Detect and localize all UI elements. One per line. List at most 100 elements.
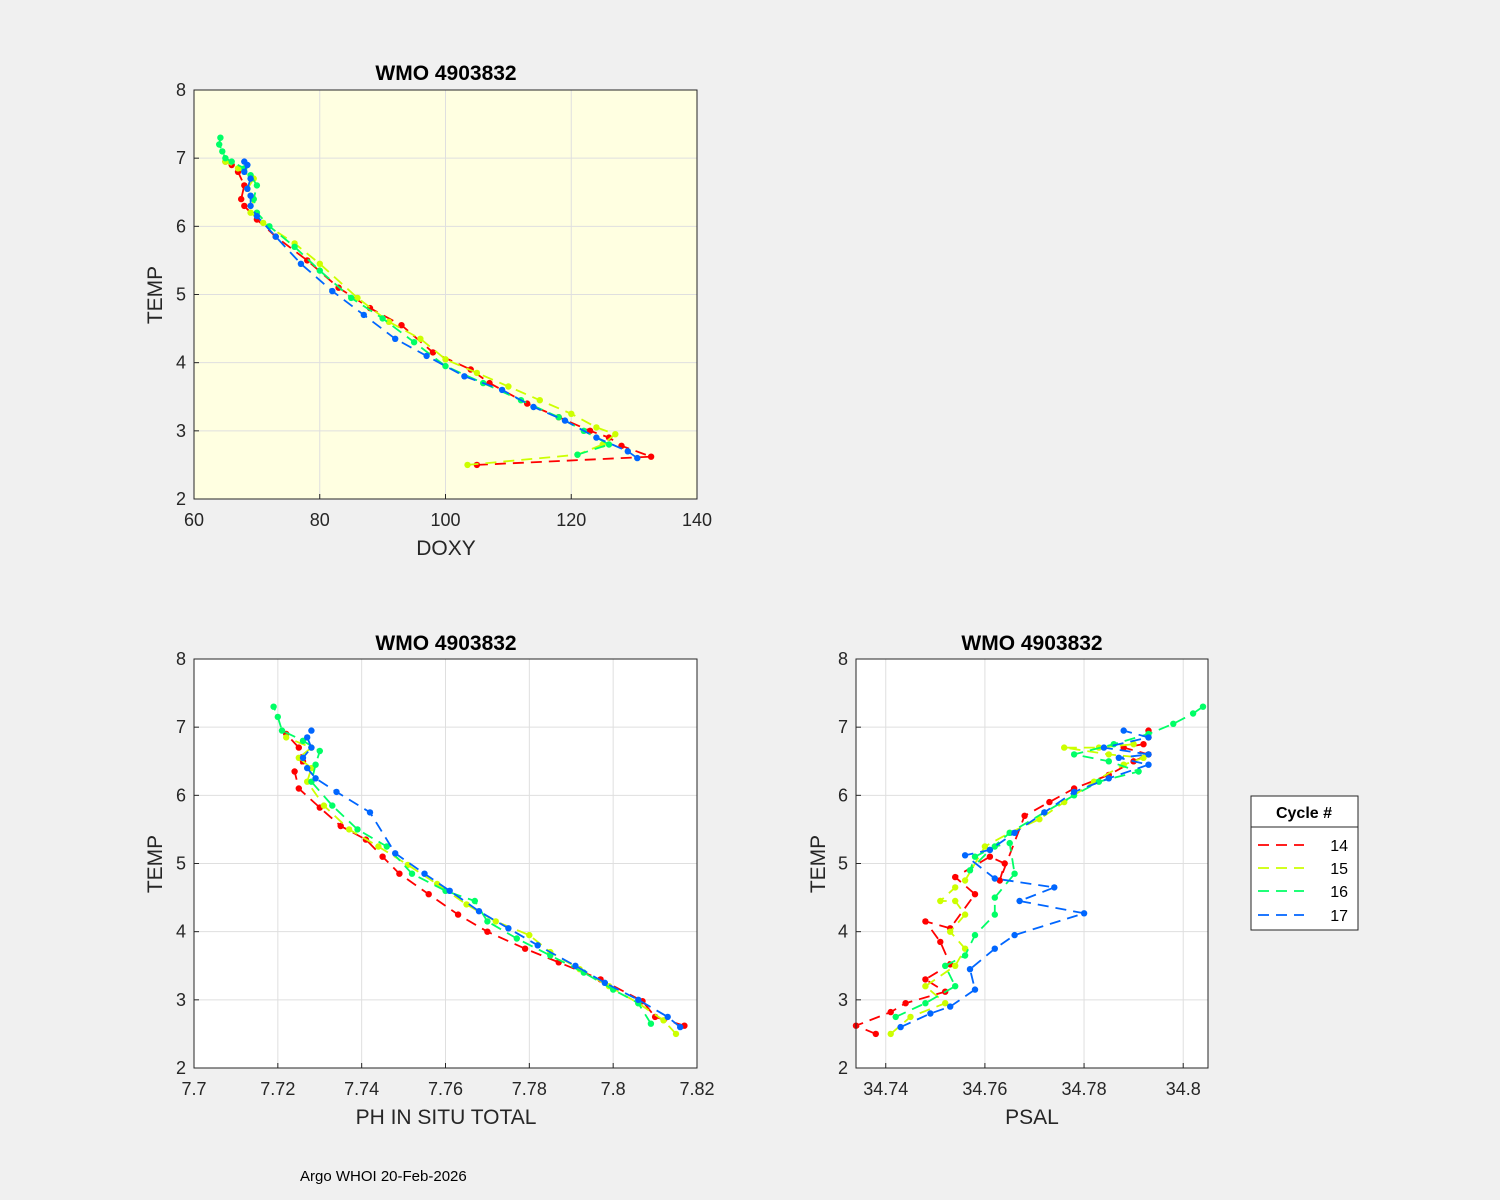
data-point <box>991 945 998 952</box>
data-point <box>247 209 254 216</box>
data-point <box>947 1003 954 1010</box>
x-tick-label: 7.78 <box>512 1079 547 1099</box>
data-point <box>677 1023 684 1031</box>
data-point <box>942 1000 949 1007</box>
data-point <box>1199 703 1207 710</box>
data-point <box>454 911 462 918</box>
data-point <box>291 768 298 775</box>
series-cycle-14 <box>222 158 655 469</box>
legend-entry-14: 14 <box>1258 838 1348 855</box>
y-tick-label: 6 <box>176 785 186 805</box>
data-point <box>961 911 969 918</box>
data-point <box>902 1000 909 1007</box>
data-point <box>471 897 478 905</box>
legend-entry-17: 17 <box>1258 908 1348 925</box>
data-point <box>922 918 929 925</box>
legend-label: 17 <box>1330 908 1348 925</box>
data-point <box>461 373 468 380</box>
series-line <box>224 160 652 466</box>
data-point <box>238 195 245 203</box>
series-cycle-17 <box>241 158 641 462</box>
data-point <box>505 925 512 932</box>
data-point <box>410 339 418 346</box>
y-tick-label: 4 <box>176 353 186 373</box>
data-point <box>996 877 1003 884</box>
data-point <box>442 362 449 370</box>
data-point <box>897 1023 904 1031</box>
data-point <box>308 727 315 734</box>
data-point <box>295 744 302 751</box>
data-point <box>442 356 449 363</box>
data-point <box>927 1010 934 1017</box>
legend-entry-15: 15 <box>1258 861 1348 878</box>
plot-title: WMO 4903832 <box>375 62 516 85</box>
data-point <box>295 785 302 792</box>
data-point <box>534 942 541 949</box>
footer-text: Argo WHOI 20-Feb-2026 <box>300 1168 467 1185</box>
y-tick-label: 3 <box>838 990 848 1010</box>
data-point <box>484 928 491 935</box>
y-tick-label: 3 <box>176 990 186 1010</box>
data-point <box>278 727 286 734</box>
data-point <box>354 826 361 833</box>
data-point <box>991 911 998 918</box>
data-point <box>952 873 959 881</box>
data-point <box>1145 761 1152 768</box>
axes: 7.7 7.72 7.74 7.76 7.78 7.8 7.82 2 3 4 5 6 7 8 <box>176 649 715 1099</box>
data-point <box>1105 758 1113 765</box>
y-tick-label: 8 <box>176 649 186 669</box>
data-point <box>299 754 307 761</box>
series-line <box>895 705 1204 1018</box>
data-point <box>526 931 533 939</box>
data-point <box>463 901 470 908</box>
y-tick-label: 5 <box>838 854 848 874</box>
series-line <box>272 706 652 1025</box>
data-point <box>446 887 453 894</box>
data-point <box>1061 744 1068 751</box>
y-tick-label: 8 <box>838 649 848 669</box>
legend-title: Cycle # <box>1276 805 1332 822</box>
data-point <box>385 318 393 325</box>
data-point <box>1036 816 1043 823</box>
data-point <box>1140 754 1147 761</box>
y-tick-label: 7 <box>176 717 186 737</box>
data-point <box>429 349 437 356</box>
data-point <box>219 148 226 155</box>
plot-title: WMO 4903832 <box>375 632 516 655</box>
data-point <box>304 734 311 741</box>
y-axis-label: TEMP <box>144 835 167 893</box>
legend-label: 15 <box>1330 861 1348 878</box>
data-point <box>247 192 254 199</box>
data-point <box>647 453 655 460</box>
data-point <box>601 979 608 986</box>
x-tick-label: 34.74 <box>863 1079 908 1099</box>
y-tick-label: 5 <box>176 854 186 874</box>
data-point <box>291 243 298 250</box>
data-point <box>272 233 279 240</box>
data-point <box>966 966 974 973</box>
data-point <box>1140 741 1147 748</box>
data-point <box>1105 775 1113 782</box>
x-tick-label: 34.8 <box>1166 1079 1201 1099</box>
data-point <box>505 383 512 390</box>
data-point <box>253 212 261 220</box>
legend-box <box>1250 795 1359 931</box>
data-point <box>337 822 344 830</box>
data-point <box>473 369 481 377</box>
data-point <box>329 287 336 295</box>
data-point <box>228 158 235 165</box>
data-point <box>1011 870 1018 877</box>
data-point <box>561 417 569 424</box>
data-point <box>484 918 491 925</box>
data-point <box>952 884 959 891</box>
data-point <box>216 141 223 148</box>
data-point <box>316 267 323 274</box>
x-tick-label: 34.78 <box>1062 1079 1107 1099</box>
x-tick-label: 7.76 <box>428 1079 463 1099</box>
data-point <box>612 431 619 438</box>
y-tick-label: 6 <box>176 216 186 236</box>
plot-title: WMO 4903832 <box>961 632 1102 655</box>
plot-ph-vs-temp: 7.7 7.72 7.74 7.76 7.78 7.8 7.82 2 3 4 5 6 7 8 WMO 49… <box>144 632 715 1129</box>
data-point <box>647 1020 655 1027</box>
legend-entry-16: 16 <box>1258 884 1348 901</box>
